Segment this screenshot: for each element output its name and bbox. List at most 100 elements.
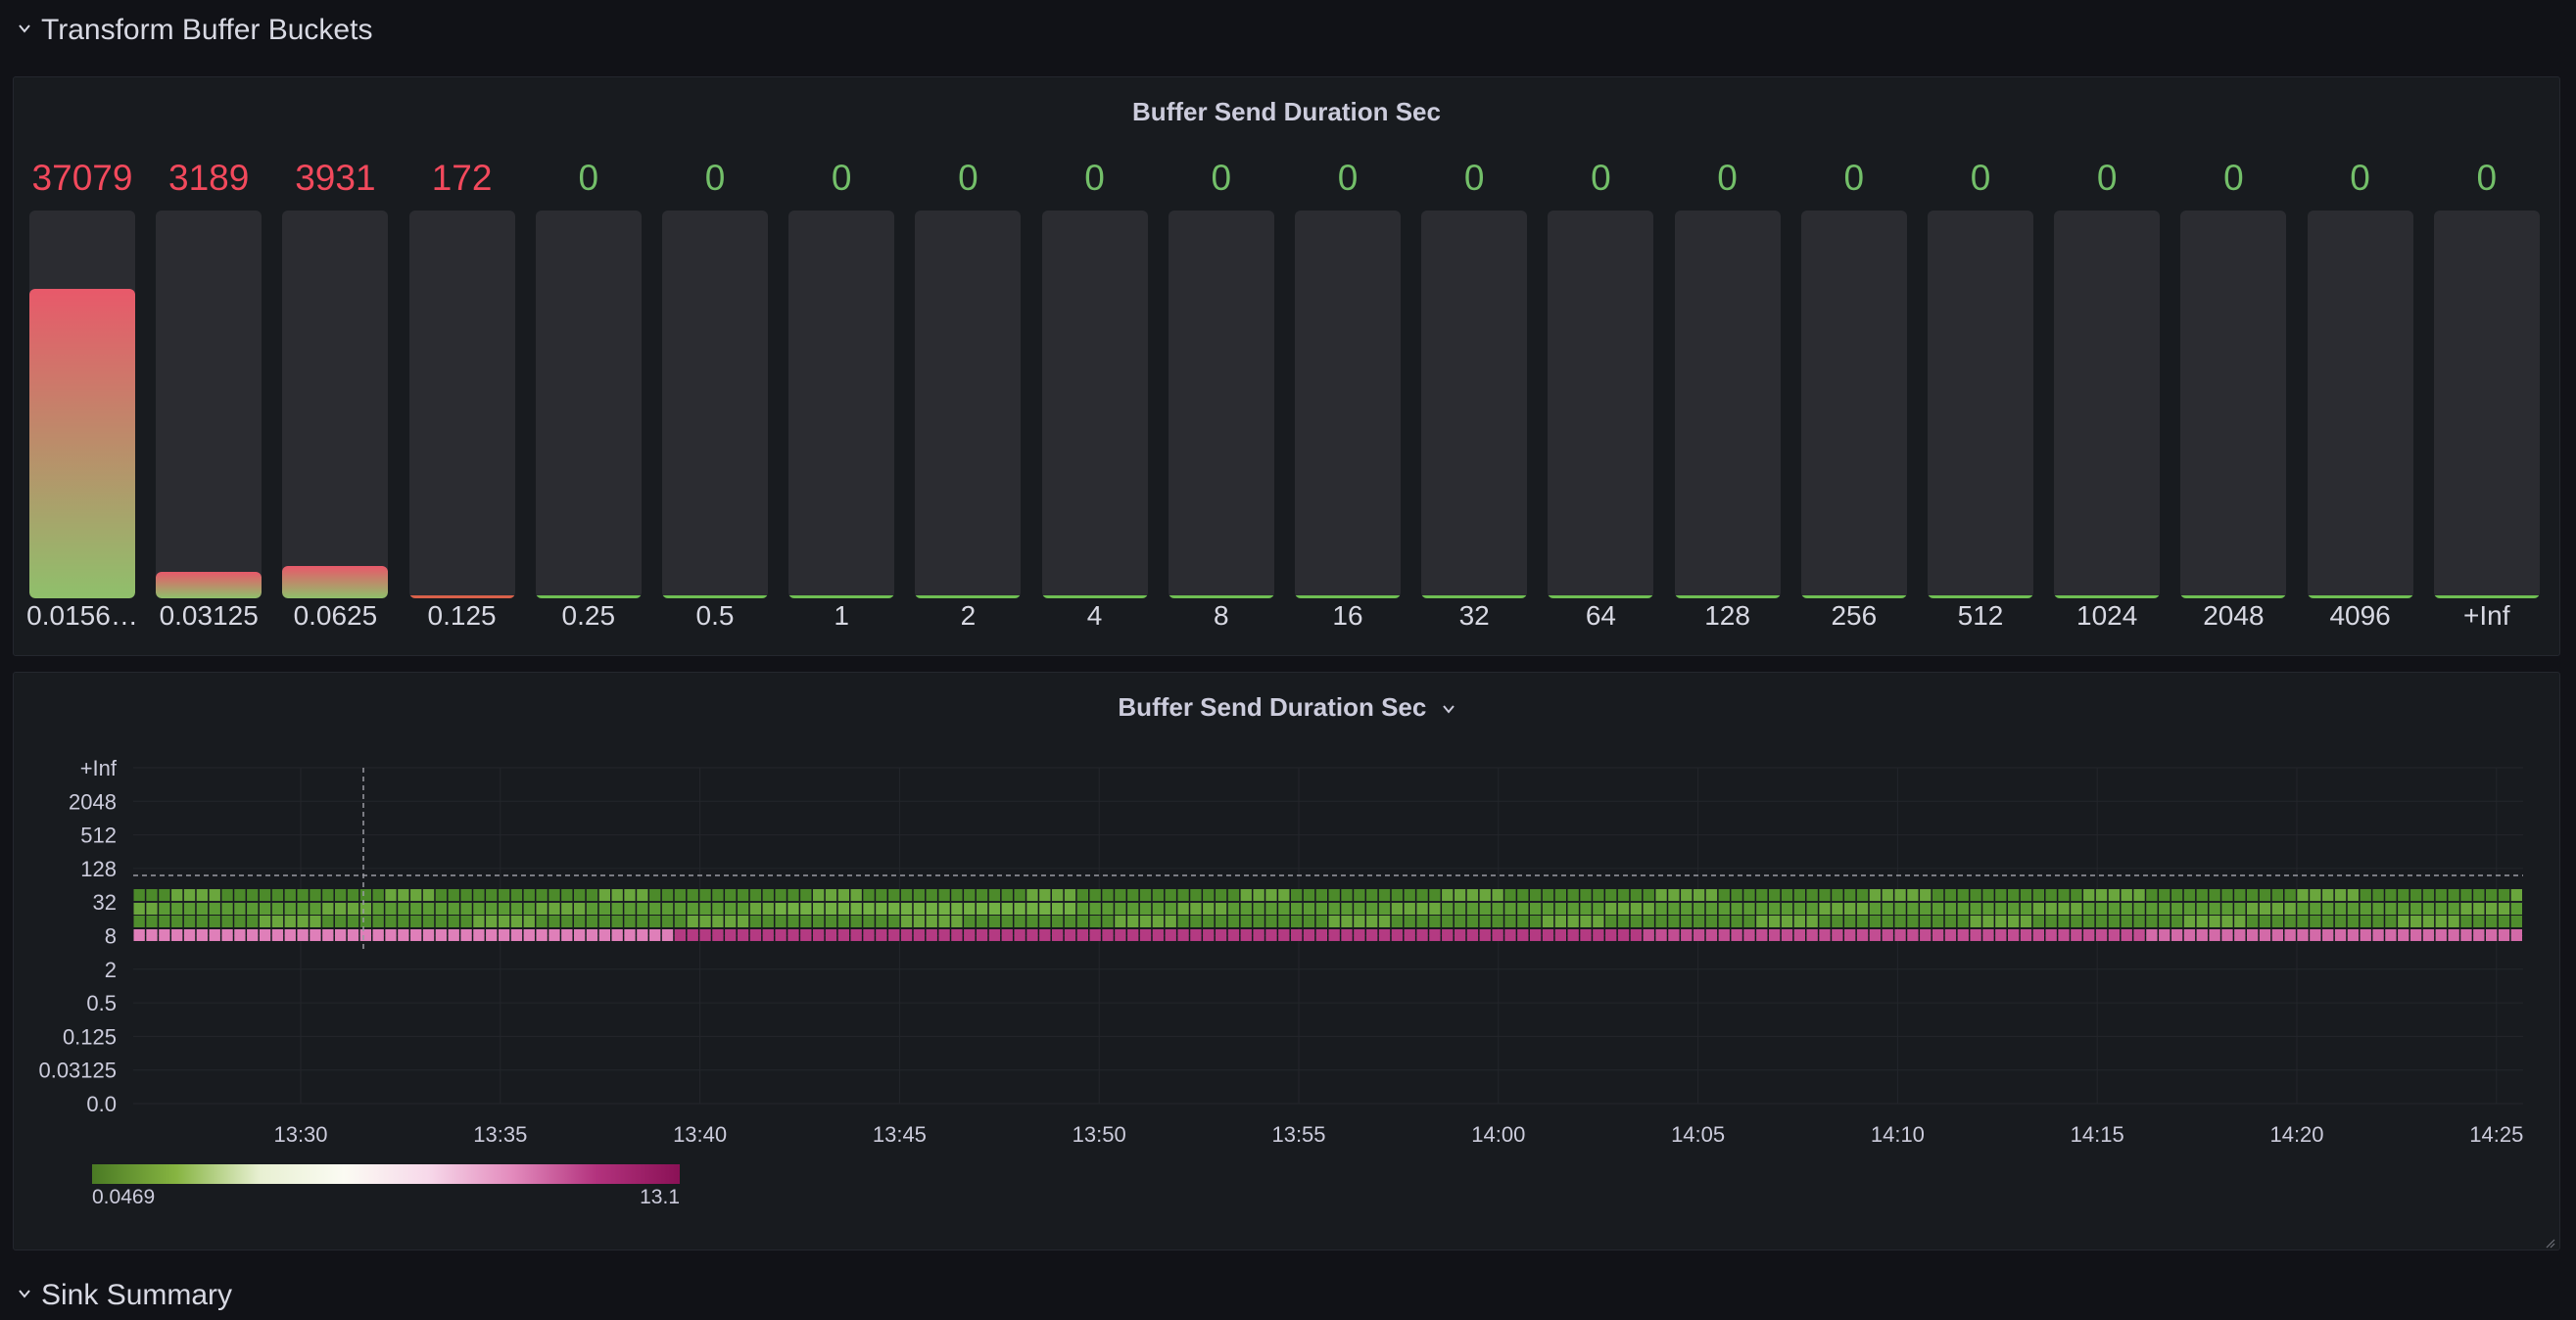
heatmap-cell (297, 929, 309, 941)
heatmap-cell (1605, 889, 1617, 901)
heatmap-cell (2221, 929, 2233, 941)
heatmap-cell (1328, 929, 1340, 941)
heatmap-cell (1504, 889, 1516, 901)
row-header-sink[interactable]: Sink Summary (18, 1271, 232, 1320)
heatmap-cell (737, 916, 749, 927)
row-header-transform[interactable]: Transform Buffer Buckets (18, 6, 372, 55)
heatmap-cell (2398, 903, 2409, 915)
heatmap-cell (1944, 929, 1957, 941)
heatmap-cell (2347, 889, 2360, 901)
heatmap-cell (2422, 916, 2435, 927)
heatmap-cell (259, 929, 271, 941)
heatmap-cell (1265, 916, 1277, 927)
heatmap-cell (322, 889, 334, 901)
heatmap-cell (549, 889, 560, 901)
bar-value: 0 (2350, 158, 2370, 198)
heatmap-cell (1328, 903, 1340, 915)
heatmap-cell (133, 903, 145, 915)
heatmap-cell (2360, 903, 2371, 915)
heatmap-cell (1593, 929, 1604, 941)
bar-baseline (2054, 595, 2161, 598)
heatmap-cell (1152, 903, 1165, 915)
heatmap-cell (460, 889, 472, 901)
bar-value: 0 (1717, 158, 1738, 198)
heatmap-cell (1265, 889, 1277, 901)
heatmap-cell (1781, 916, 1793, 927)
heatmap-cell (385, 916, 397, 927)
heatmap-cell (1554, 929, 1566, 941)
heatmap-cell (1605, 929, 1617, 941)
bar-fill (408, 595, 515, 598)
heatmap-cell (1026, 889, 1038, 901)
heatmap-cell (2183, 916, 2196, 927)
resize-handle-icon[interactable] (2546, 1236, 2555, 1249)
bar-track (788, 211, 895, 598)
bar-fill (29, 289, 135, 598)
heatmap-cell (1567, 889, 1579, 901)
heatmap-cell (2196, 889, 2208, 901)
heatmap-cell (1681, 916, 1693, 927)
heatmap-cell (2083, 916, 2095, 927)
heatmap-cell (1076, 929, 1088, 941)
heatmap-cell (1882, 889, 1893, 901)
heatmap-cell (486, 929, 498, 941)
heatmap-cell (310, 889, 321, 901)
heatmap-cell (1655, 889, 1667, 901)
bar-gauge-item: 0 32 (1421, 77, 1528, 655)
heatmap-cell (2121, 903, 2132, 915)
heatmap-cell (913, 929, 926, 941)
heatmap-row (133, 916, 2522, 927)
panel-title[interactable]: Buffer Send Duration Sec (14, 692, 2559, 723)
heatmap-cell (1278, 916, 1290, 927)
bar-baseline (2307, 595, 2413, 598)
heatmap-cell (1995, 889, 2007, 901)
heatmap-cell (1253, 889, 1264, 901)
heatmap-cell (1932, 903, 1944, 915)
y-tick-label: 0.125 (63, 1024, 117, 1049)
heatmap-cell (2485, 889, 2498, 901)
bar-value: 0 (2476, 158, 2498, 198)
x-tick-label: 14:15 (2071, 1122, 2124, 1147)
heatmap-cell (1378, 929, 1391, 941)
heatmap-cell (1076, 903, 1088, 915)
heatmap-cell (2409, 903, 2422, 915)
heatmap-cell (1253, 929, 1264, 941)
heatmap-cell (372, 929, 384, 941)
heatmap-cell (2473, 916, 2485, 927)
heatmap-cell (2045, 889, 2057, 901)
heatmap-cell (699, 903, 711, 915)
heatmap-cell (510, 929, 523, 941)
heatmap-cell (1832, 929, 1843, 941)
heatmap-cell (1039, 929, 1051, 941)
heatmap-cell (1705, 929, 1718, 941)
heatmap-cell (749, 929, 762, 941)
heatmap-cell (2183, 903, 2196, 915)
heatmap-cell (1039, 889, 1051, 901)
heatmap-cell (1781, 929, 1793, 941)
heatmap-cell (1517, 929, 1529, 941)
heatmap-cell (310, 916, 321, 927)
heatmap-cell (1190, 889, 1202, 901)
heatmap-chart[interactable]: +Inf 2048 512 128 32 8 2 0.5 0.125 0.03125 0.0 13:3… (14, 673, 2559, 1249)
heatmap-cell (1328, 916, 1340, 927)
heatmap-cell (2259, 903, 2271, 915)
heatmap-cell (1793, 929, 1805, 941)
heatmap-cell (1051, 903, 1064, 915)
heatmap-cell (159, 916, 170, 927)
heatmap-cell (2234, 889, 2246, 901)
heatmap-cell (209, 903, 220, 915)
heatmap-cell (964, 929, 976, 941)
heatmap-cell (297, 889, 309, 901)
heatmap-cell (1076, 916, 1088, 927)
x-tick-label: 13:30 (273, 1122, 327, 1147)
heatmap-cell (1517, 916, 1529, 927)
heatmap-cell (712, 916, 724, 927)
panel-title[interactable]: Buffer Send Duration Sec (1132, 97, 1441, 126)
heatmap-cell (1932, 929, 1944, 941)
heatmap-cell (2108, 889, 2121, 901)
bar-value: 0 (704, 158, 726, 198)
heatmap-cell (247, 903, 259, 915)
heatmap-cell (1944, 903, 1957, 915)
heatmap-cell (171, 916, 183, 927)
heatmap-cell (2246, 903, 2259, 915)
